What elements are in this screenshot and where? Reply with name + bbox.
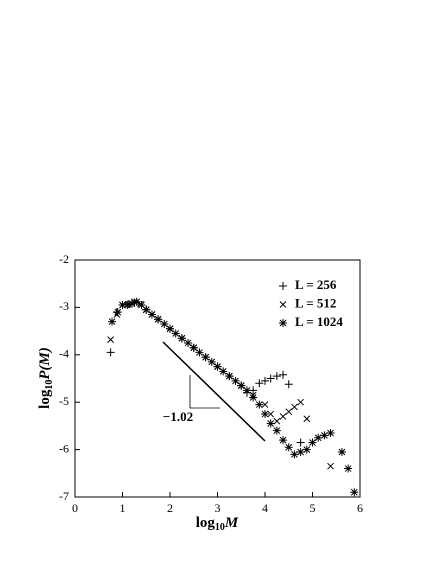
marker-plus [106, 348, 115, 357]
marker-star [113, 308, 122, 317]
marker-star [296, 447, 305, 456]
reference-line [162, 341, 266, 442]
x-tick-label: 0 [72, 501, 78, 515]
marker-star [326, 429, 335, 438]
slope-annotation: −1.02 [163, 409, 193, 424]
marker-x [291, 403, 298, 411]
marker-star [266, 419, 275, 428]
marker-star [337, 447, 346, 456]
x-tick-label: 3 [215, 501, 221, 515]
marker-star [255, 400, 264, 409]
marker-star [147, 310, 156, 319]
marker-star [207, 357, 216, 366]
marker-plus [279, 282, 287, 290]
marker-plus [279, 370, 288, 379]
marker-star [201, 353, 210, 362]
x-tick-label: 1 [120, 501, 126, 515]
marker-star [142, 305, 151, 314]
x-label-sub: 10 [215, 522, 225, 533]
marker-star [184, 338, 193, 347]
marker-plus [284, 380, 293, 389]
marker-plus [261, 376, 269, 385]
x-tick-label: 5 [310, 501, 316, 515]
y-label-sub: 10 [44, 380, 55, 390]
y-tick-label: -4 [59, 347, 69, 361]
y-tick-label: -3 [59, 299, 69, 313]
marker-star [171, 329, 180, 338]
marker-star [231, 376, 240, 385]
marker-plus [272, 372, 281, 381]
marker-star [290, 450, 299, 459]
marker-x [267, 410, 275, 418]
marker-x [297, 398, 304, 406]
marker-star [189, 343, 198, 352]
marker-star [279, 319, 287, 327]
x-label-var: M [224, 515, 239, 531]
marker-star [108, 317, 117, 326]
marker-star [177, 334, 186, 343]
marker-star [128, 299, 136, 308]
marker-star [225, 372, 234, 381]
marker-star [350, 488, 359, 497]
x-axis-label: log10M [196, 515, 239, 533]
marker-star [279, 436, 288, 445]
marker-star [195, 348, 204, 357]
legend-label: L = 256 [295, 277, 337, 292]
marker-star [302, 445, 311, 454]
marker-x [327, 462, 334, 470]
marker-star [249, 393, 258, 402]
marker-x [285, 408, 293, 416]
x-tick-label: 2 [167, 501, 173, 515]
marker-x [303, 415, 311, 423]
y-tick-label: -6 [59, 441, 69, 455]
marker-x [279, 413, 287, 420]
marker-star [308, 438, 317, 447]
x-tick-label: 6 [357, 501, 363, 515]
marker-star [118, 301, 127, 310]
y-tick-label: -5 [59, 394, 69, 408]
marker-star [160, 319, 169, 328]
y-label-part: log [37, 389, 53, 409]
marker-plus [266, 374, 275, 383]
y-tick-label: -2 [59, 252, 69, 266]
marker-star [137, 301, 146, 310]
marker-star [284, 443, 293, 452]
marker-star [123, 301, 132, 310]
marker-star [154, 315, 163, 324]
marker-star [320, 431, 329, 440]
y-tick-label: -7 [59, 489, 69, 503]
marker-star [344, 464, 353, 473]
marker-plus [296, 438, 305, 447]
marker-star [237, 381, 246, 390]
marker-star [213, 362, 222, 371]
marker-x [279, 301, 287, 308]
x-label-part: log [196, 515, 216, 531]
y-label-var: P(M) [37, 347, 53, 380]
marker-x [261, 401, 269, 408]
marker-star [132, 297, 141, 306]
marker-star [272, 426, 281, 435]
x-tick-label: 4 [262, 501, 268, 515]
slope-bracket [189, 375, 220, 409]
marker-star [242, 386, 251, 395]
marker-star [314, 433, 323, 442]
legend-label: L = 512 [295, 295, 336, 310]
marker-star [166, 324, 174, 333]
marker-plus [255, 379, 264, 388]
legend-label: L = 1024 [295, 314, 343, 329]
marker-x [273, 417, 281, 425]
marker-star [261, 410, 269, 419]
marker-x [107, 336, 114, 343]
marker-star [219, 367, 228, 376]
y-axis-label: log10P(M) [37, 347, 55, 409]
